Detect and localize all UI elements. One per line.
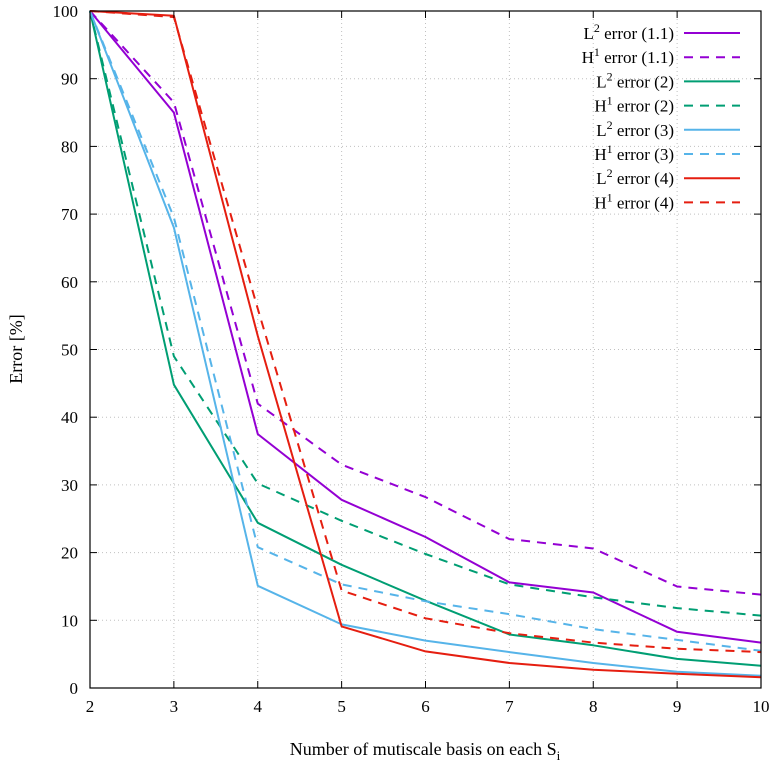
legend-label: H1 error (2) xyxy=(594,94,674,116)
y-tick-label: 100 xyxy=(53,2,79,21)
x-tick-label: 10 xyxy=(753,697,770,716)
series-line-l2-error-3 xyxy=(89,10,762,677)
y-tick-label: 10 xyxy=(61,611,78,630)
x-tick-label: 9 xyxy=(673,697,682,716)
y-axis-label: Error [%] xyxy=(6,314,26,383)
legend-entry: H1 error (3) xyxy=(594,142,740,164)
legend-suffix: error (2) xyxy=(613,97,674,116)
y-tick-label: 70 xyxy=(61,205,78,224)
legend-entry: H1 error (1.1) xyxy=(582,45,740,67)
y-tick-label: 90 xyxy=(61,70,78,89)
legend-norm: H xyxy=(594,145,606,164)
legend-superscript: 1 xyxy=(607,142,613,156)
x-tick-label: 2 xyxy=(86,697,95,716)
legend-superscript: 1 xyxy=(594,45,600,59)
x-tick-label: 3 xyxy=(170,697,179,716)
legend-entry: H1 error (2) xyxy=(594,94,740,116)
legend-superscript: 2 xyxy=(607,166,613,180)
legend-suffix: error (3) xyxy=(613,121,674,140)
legend-norm: L xyxy=(596,121,606,140)
y-tick-label: 0 xyxy=(70,679,79,698)
legend-label: H1 error (4) xyxy=(594,190,674,212)
grid xyxy=(90,11,761,688)
legend-norm: L xyxy=(596,169,606,188)
legend-superscript: 1 xyxy=(607,94,613,108)
legend-superscript: 1 xyxy=(607,190,613,204)
legend-entry: L2 error (4) xyxy=(596,166,740,188)
legend-label: H1 error (3) xyxy=(594,142,674,164)
legend-superscript: 2 xyxy=(607,118,613,132)
x-tick-label: 5 xyxy=(337,697,346,716)
y-tick-label: 40 xyxy=(61,408,78,427)
x-axis-label-sub: i xyxy=(557,748,561,763)
legend-suffix: error (1.1) xyxy=(600,48,674,67)
legend: L2 error (1.1)H1 error (1.1)L2 error (2)… xyxy=(582,21,740,212)
series-layer xyxy=(89,10,762,679)
legend-superscript: 2 xyxy=(594,21,600,35)
series-line-l2-error-4 xyxy=(89,10,762,679)
x-tick-label: 7 xyxy=(505,697,514,716)
x-tick-label: 8 xyxy=(589,697,598,716)
y-tick-label: 60 xyxy=(61,273,78,292)
series-line-h1-error-1-1 xyxy=(89,10,762,596)
legend-norm: L xyxy=(596,72,606,91)
x-axis-label-main: Number of mutiscale basis on each S xyxy=(290,739,557,759)
y-tick-label: 30 xyxy=(61,476,78,495)
legend-entry: H1 error (4) xyxy=(594,190,740,212)
legend-label: L2 error (2) xyxy=(596,69,674,91)
legend-norm: H xyxy=(582,48,594,67)
legend-norm: L xyxy=(584,24,594,43)
series-line-h1-error-4 xyxy=(89,10,762,654)
legend-superscript: 2 xyxy=(607,69,613,83)
series-line-l2-error-1-1 xyxy=(89,10,762,644)
y-tick-label: 50 xyxy=(61,341,78,360)
series-line-h1-error-2 xyxy=(89,10,762,617)
legend-norm: H xyxy=(594,193,606,212)
legend-suffix: error (4) xyxy=(613,193,674,212)
legend-suffix: error (1.1) xyxy=(600,24,674,43)
legend-suffix: error (4) xyxy=(613,169,674,188)
legend-suffix: error (3) xyxy=(613,145,674,164)
legend-label: L2 error (4) xyxy=(596,166,674,188)
legend-entry: L2 error (3) xyxy=(596,118,740,140)
legend-suffix: error (2) xyxy=(613,72,674,91)
y-tick-label: 80 xyxy=(61,137,78,156)
legend-label: H1 error (1.1) xyxy=(582,45,674,67)
legend-norm: H xyxy=(594,97,606,116)
y-tick-label: 20 xyxy=(61,544,78,563)
x-tick-label: 6 xyxy=(421,697,430,716)
legend-entry: L2 error (1.1) xyxy=(584,21,740,43)
legend-entry: L2 error (2) xyxy=(596,69,740,91)
x-axis-label: Number of mutiscale basis on each Si xyxy=(290,739,561,763)
legend-label: L2 error (1.1) xyxy=(584,21,675,43)
legend-label: L2 error (3) xyxy=(596,118,674,140)
x-tick-label: 4 xyxy=(254,697,263,716)
series-line-h1-error-3 xyxy=(89,10,762,652)
